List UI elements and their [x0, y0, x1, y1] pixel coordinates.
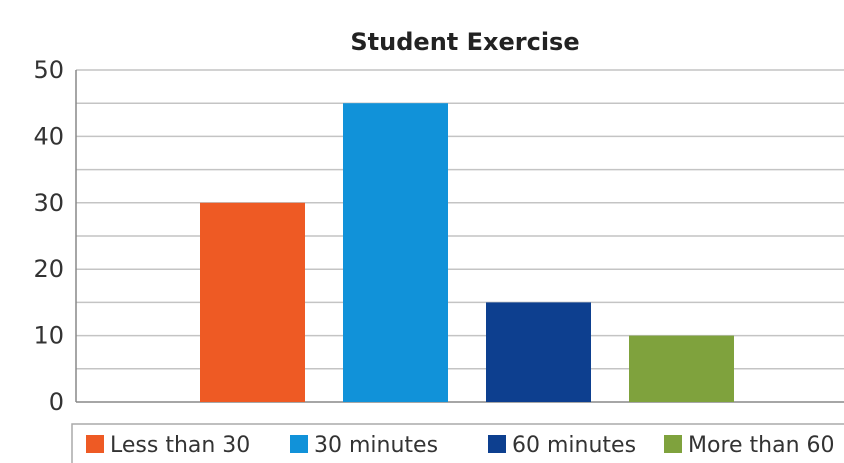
- legend-box: [71, 423, 844, 463]
- legend-swatch: [664, 435, 682, 453]
- legend-swatch: [290, 435, 308, 453]
- legend-entry-label: Less than 30: [110, 433, 250, 458]
- legend-entry-label: 30 minutes: [314, 433, 438, 458]
- legend: Less than 30 30 minutes 60 minutes More tha…: [71, 423, 844, 463]
- chart-title: Student Exercise: [350, 28, 579, 56]
- bar-more-than-60: [629, 335, 734, 402]
- bars: [200, 103, 734, 402]
- y-axis-ticks: 0 10 20 30 40 50: [33, 56, 64, 416]
- gridlines: [76, 69, 844, 370]
- y-tick-label: 50: [33, 56, 64, 84]
- legend-entry-label: More than 60: [688, 433, 835, 458]
- legend-swatch: [488, 435, 506, 453]
- y-tick-label: 20: [33, 255, 64, 283]
- bar-30-minutes: [343, 103, 448, 402]
- legend-entry-label: 60 minutes: [512, 433, 636, 458]
- bar-60-minutes: [486, 302, 591, 402]
- y-tick-label: 30: [33, 189, 64, 217]
- y-tick-label: 10: [33, 322, 64, 350]
- bar-less-than-30: [200, 202, 305, 402]
- y-tick-label: 40: [33, 122, 64, 150]
- legend-swatch: [86, 435, 104, 453]
- y-tick-label: 0: [49, 388, 64, 416]
